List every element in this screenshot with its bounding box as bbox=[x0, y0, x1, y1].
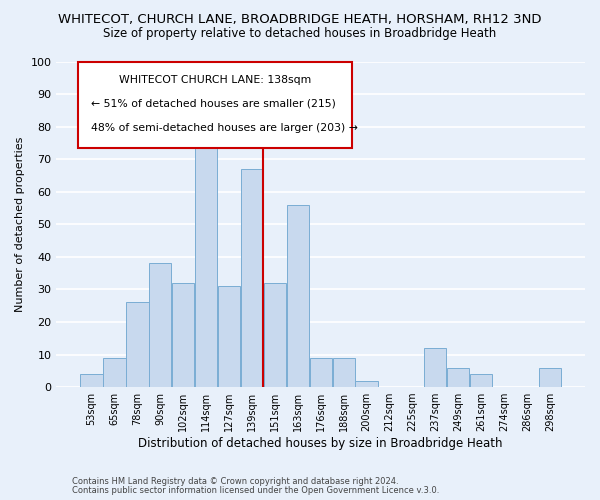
Text: Size of property relative to detached houses in Broadbridge Heath: Size of property relative to detached ho… bbox=[103, 28, 497, 40]
Bar bbox=[470, 374, 492, 387]
Bar bbox=[103, 358, 125, 387]
Text: 48% of semi-detached houses are larger (203) →: 48% of semi-detached houses are larger (… bbox=[91, 124, 358, 134]
Text: ← 51% of detached houses are smaller (215): ← 51% of detached houses are smaller (21… bbox=[91, 99, 335, 109]
Bar bbox=[332, 358, 355, 387]
Bar bbox=[539, 368, 561, 387]
Bar bbox=[149, 264, 172, 387]
Text: WHITECOT CHURCH LANE: 138sqm: WHITECOT CHURCH LANE: 138sqm bbox=[119, 74, 311, 85]
Text: Contains HM Land Registry data © Crown copyright and database right 2024.: Contains HM Land Registry data © Crown c… bbox=[72, 477, 398, 486]
Bar bbox=[287, 205, 309, 387]
Text: Contains public sector information licensed under the Open Government Licence v.: Contains public sector information licen… bbox=[72, 486, 439, 495]
Bar bbox=[424, 348, 446, 387]
Bar bbox=[218, 286, 240, 387]
Bar bbox=[310, 358, 332, 387]
Bar bbox=[195, 120, 217, 387]
Bar bbox=[172, 283, 194, 387]
Y-axis label: Number of detached properties: Number of detached properties bbox=[15, 136, 25, 312]
Bar bbox=[80, 374, 103, 387]
X-axis label: Distribution of detached houses by size in Broadbridge Heath: Distribution of detached houses by size … bbox=[139, 437, 503, 450]
Bar bbox=[447, 368, 469, 387]
Text: WHITECOT, CHURCH LANE, BROADBRIDGE HEATH, HORSHAM, RH12 3ND: WHITECOT, CHURCH LANE, BROADBRIDGE HEATH… bbox=[58, 12, 542, 26]
Bar bbox=[355, 380, 377, 387]
Bar bbox=[241, 169, 263, 387]
Bar bbox=[126, 302, 149, 387]
Bar bbox=[264, 283, 286, 387]
FancyBboxPatch shape bbox=[77, 62, 352, 148]
